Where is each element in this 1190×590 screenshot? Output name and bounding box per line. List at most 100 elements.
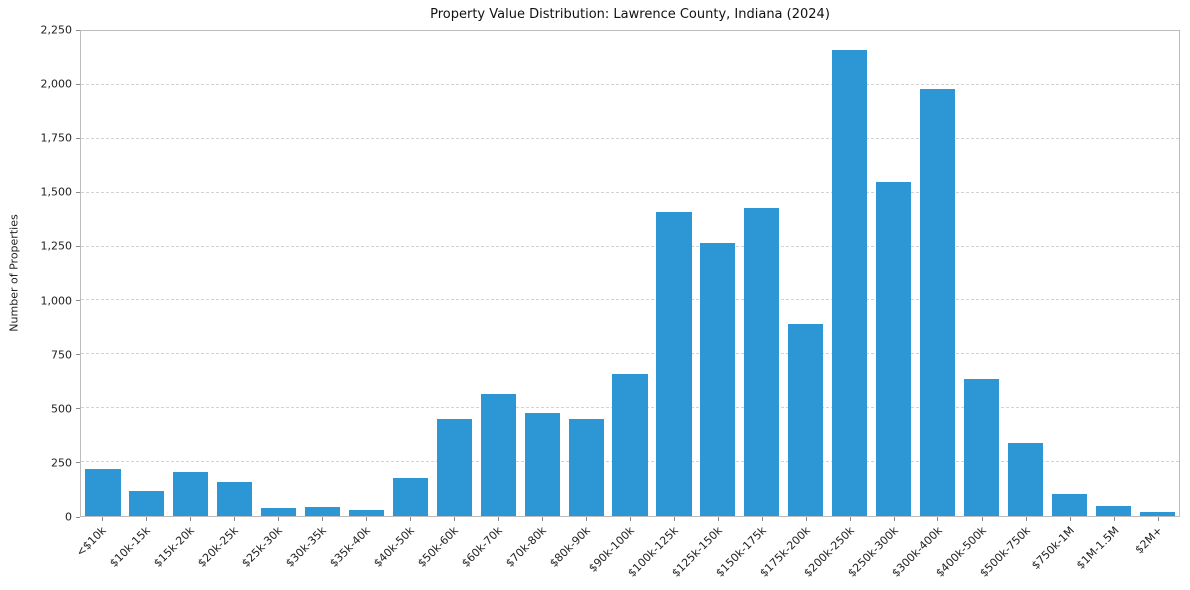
chart-title: Property Value Distribution: Lawrence Co… — [430, 7, 830, 22]
bar-slot — [125, 31, 169, 516]
gridline — [81, 191, 1179, 193]
bar-slot — [1091, 31, 1135, 516]
x-tick-label: $15k-20k — [151, 524, 198, 570]
x-tick-label: $35k-40k — [327, 524, 374, 570]
bar-slot — [213, 31, 257, 516]
x-tick-mark — [541, 517, 543, 521]
x-tick-mark — [189, 517, 191, 521]
x-tick-label: $10k-15k — [107, 524, 154, 570]
bar — [129, 491, 165, 516]
bar — [348, 509, 385, 516]
bar-slot — [784, 31, 828, 516]
x-tick-mark — [1113, 517, 1115, 521]
x-tick-mark — [761, 517, 763, 521]
bar-slot — [520, 31, 564, 516]
bar-slot — [828, 31, 872, 516]
x-tick-label: $2M+ — [1132, 524, 1166, 557]
gridline — [81, 137, 1179, 139]
y-tick-mark — [76, 83, 80, 85]
x-tick-mark — [629, 517, 631, 521]
y-tick-mark — [76, 462, 80, 464]
bar-slot — [476, 31, 520, 516]
x-tick-mark — [365, 517, 367, 521]
x-tick-labels: <$10k $10k-15k $15k-20k $20k-25k $25k-30k $30… — [74, 521, 1180, 585]
bar-slot — [301, 31, 345, 516]
x-tick-mark — [453, 517, 455, 521]
x-tick-mark — [321, 517, 323, 521]
y-tick-mark — [76, 191, 80, 193]
bar-slot — [257, 31, 301, 516]
x-tick-label: $750k-1M — [1029, 524, 1078, 572]
bar — [436, 419, 472, 516]
bar-slot — [432, 31, 476, 516]
bar-slot — [959, 31, 1003, 516]
x-tick-mark — [497, 517, 499, 521]
y-tick-mark — [76, 29, 80, 31]
bar-slot — [345, 31, 389, 516]
bar-slot — [388, 31, 432, 516]
bar — [524, 412, 560, 516]
bar — [480, 394, 516, 516]
x-tick-mark — [849, 517, 851, 521]
x-tick-mark — [233, 517, 235, 521]
bar — [217, 481, 253, 516]
bar — [305, 507, 341, 516]
y-tick-label: 1,000 — [40, 294, 73, 308]
bar — [1139, 511, 1175, 516]
bar — [656, 212, 692, 516]
x-tick-mark — [937, 517, 939, 521]
y-tick-label: 2,250 — [40, 23, 73, 37]
bar-slot — [916, 31, 960, 516]
x-tick-label: $60k-70k — [459, 524, 506, 570]
y-tick-mark — [76, 354, 80, 356]
bar — [1095, 506, 1131, 516]
bar-slot — [1047, 31, 1091, 516]
x-tick-label: $50k-60k — [415, 524, 462, 570]
y-tick-label: 1,750 — [40, 131, 73, 145]
x-tick-label: $70k-80k — [503, 524, 550, 570]
gridline — [81, 83, 1179, 85]
bar-slot — [696, 31, 740, 516]
bar — [963, 379, 999, 516]
gridline — [81, 245, 1179, 247]
bar-slot — [564, 31, 608, 516]
x-tick-label: $1M-1.5M — [1073, 524, 1122, 572]
bar-slot — [740, 31, 784, 516]
bar — [392, 478, 428, 516]
x-tick-mark — [1069, 517, 1071, 521]
bars — [81, 31, 1179, 516]
x-tick-mark — [981, 517, 983, 521]
y-tick-mark — [76, 137, 80, 139]
x-tick-mark — [585, 517, 587, 521]
bar — [1007, 442, 1043, 516]
y-tick-label: 1,500 — [40, 185, 73, 199]
x-tick-label: $25k-30k — [239, 524, 286, 570]
bar — [612, 373, 648, 516]
y-tick-label: 500 — [51, 402, 72, 416]
bar — [173, 471, 209, 516]
y-tick-mark — [76, 300, 80, 302]
y-tick-label: 250 — [51, 456, 72, 470]
bar — [261, 508, 297, 516]
bar-slot — [608, 31, 652, 516]
bar — [919, 89, 956, 516]
bar — [85, 468, 121, 516]
bar-slot — [872, 31, 916, 516]
bar-slot — [1003, 31, 1047, 516]
bar-slot — [652, 31, 696, 516]
x-tick-mark — [145, 517, 147, 521]
bar — [700, 243, 736, 516]
x-tick-mark — [409, 517, 411, 521]
x-tick-label: $20k-25k — [195, 524, 242, 570]
x-tick-label: $80k-90k — [547, 524, 594, 570]
bar — [744, 207, 780, 516]
bar-slot — [169, 31, 213, 516]
y-tick-mark — [76, 245, 80, 247]
y-tick-label: 750 — [51, 348, 72, 362]
x-tick-mark — [277, 517, 279, 521]
x-tick-mark — [717, 517, 719, 521]
x-tick-mark — [1157, 517, 1159, 521]
x-tick-label: $40k-50k — [371, 524, 418, 570]
gridline — [81, 299, 1179, 301]
